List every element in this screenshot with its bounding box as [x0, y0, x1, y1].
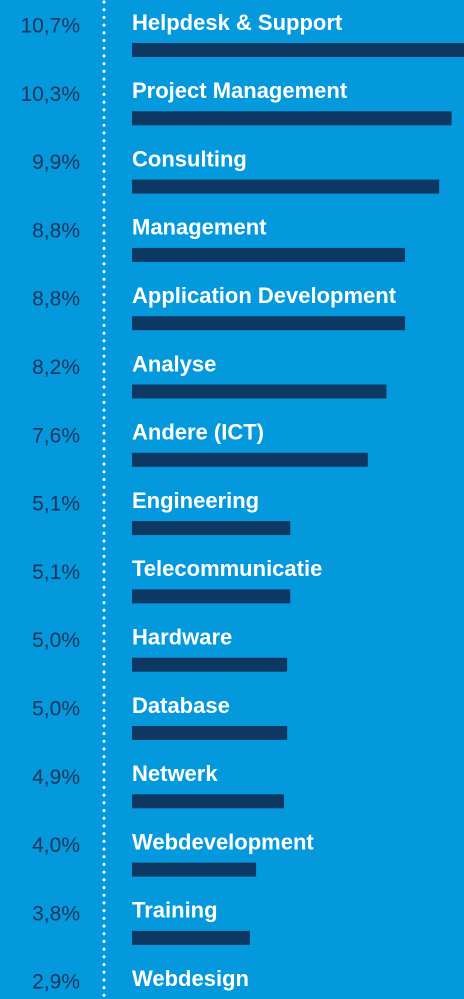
category-label: Netwerk [132, 761, 218, 786]
bar [132, 794, 285, 809]
value-label: 5,0% [32, 698, 80, 721]
bar [132, 521, 291, 536]
value-label: 2,9% [32, 971, 80, 994]
category-label: Application Development [132, 283, 397, 308]
value-label: 7,6% [32, 424, 80, 447]
value-label: 8,2% [32, 356, 80, 379]
category-label: Andere (ICT) [132, 420, 264, 445]
bar [132, 43, 464, 57]
bar [132, 452, 368, 467]
bar [132, 316, 406, 331]
category-label: Management [132, 215, 267, 240]
bar [132, 111, 452, 126]
bar [132, 589, 291, 604]
category-label: Project Management [132, 78, 348, 103]
value-label: 5,1% [32, 561, 80, 584]
bar [132, 930, 250, 945]
value-label: 10,3% [20, 83, 80, 106]
value-label: 4,0% [32, 834, 80, 857]
value-label: 3,8% [32, 902, 80, 925]
value-label: 5,0% [32, 629, 80, 652]
category-label: Engineering [132, 488, 259, 513]
bar [132, 179, 440, 194]
value-label: 8,8% [32, 288, 80, 311]
bar [132, 384, 387, 399]
bar [132, 862, 257, 877]
bar [132, 657, 288, 672]
category-label: Helpdesk & Support [132, 10, 343, 35]
value-label: 8,8% [32, 219, 80, 242]
bar [132, 726, 288, 740]
category-label: Webdevelopment [132, 829, 314, 854]
category-label: Hardware [132, 625, 232, 650]
category-label: Analyse [132, 351, 216, 376]
value-label: 10,7% [20, 15, 80, 38]
value-label: 9,9% [32, 151, 80, 174]
category-label: Consulting [132, 146, 247, 171]
category-label: Webdesign [132, 966, 249, 991]
value-label: 5,1% [32, 493, 80, 516]
category-label: Training [132, 898, 218, 923]
value-label: 4,9% [32, 766, 80, 789]
category-label: Telecommunicatie [132, 556, 322, 581]
bar [132, 247, 406, 262]
category-label: Database [132, 693, 230, 718]
